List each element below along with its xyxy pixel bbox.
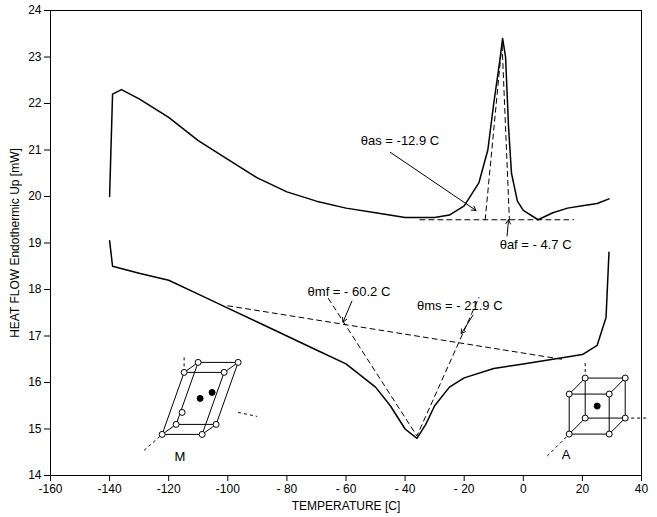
svg-text:22: 22 [28, 96, 42, 110]
svg-text:14: 14 [28, 468, 42, 482]
svg-text:-120: -120 [157, 482, 181, 496]
svg-text:20: 20 [28, 189, 42, 203]
svg-text:19: 19 [28, 236, 42, 250]
svg-text:40: 40 [635, 482, 649, 496]
svg-text:θmf = - 60.2 C: θmf = - 60.2 C [308, 284, 391, 299]
svg-text:-160: -160 [38, 482, 62, 496]
svg-text:24: 24 [28, 3, 42, 17]
svg-text:15: 15 [28, 422, 42, 436]
svg-text:17: 17 [28, 329, 42, 343]
svg-text:- 40: - 40 [395, 482, 416, 496]
svg-text:-140: -140 [98, 482, 122, 496]
svg-text:- 80: - 80 [277, 482, 298, 496]
svg-text:A: A [562, 447, 571, 462]
svg-text:θas = -12.9 C: θas = -12.9 C [361, 133, 439, 148]
svg-text:- 60: - 60 [336, 482, 357, 496]
svg-text:M: M [175, 449, 186, 464]
svg-text:HEAT FLOW Endothermic Up [mW]: HEAT FLOW Endothermic Up [mW] [8, 148, 22, 338]
svg-text:θms = - 21.9 C: θms = - 21.9 C [417, 298, 503, 313]
svg-text:16: 16 [28, 375, 42, 389]
svg-text:21: 21 [28, 143, 42, 157]
svg-text:23: 23 [28, 50, 42, 64]
svg-text:18: 18 [28, 282, 42, 296]
svg-text:0: 0 [520, 482, 527, 496]
svg-text:20: 20 [576, 482, 590, 496]
svg-text:-100: -100 [216, 482, 240, 496]
svg-text:- 20: - 20 [454, 482, 475, 496]
svg-text:TEMPERATURE [C]: TEMPERATURE [C] [292, 499, 400, 513]
svg-text:θaf = - 4.7 C: θaf = - 4.7 C [500, 237, 572, 252]
